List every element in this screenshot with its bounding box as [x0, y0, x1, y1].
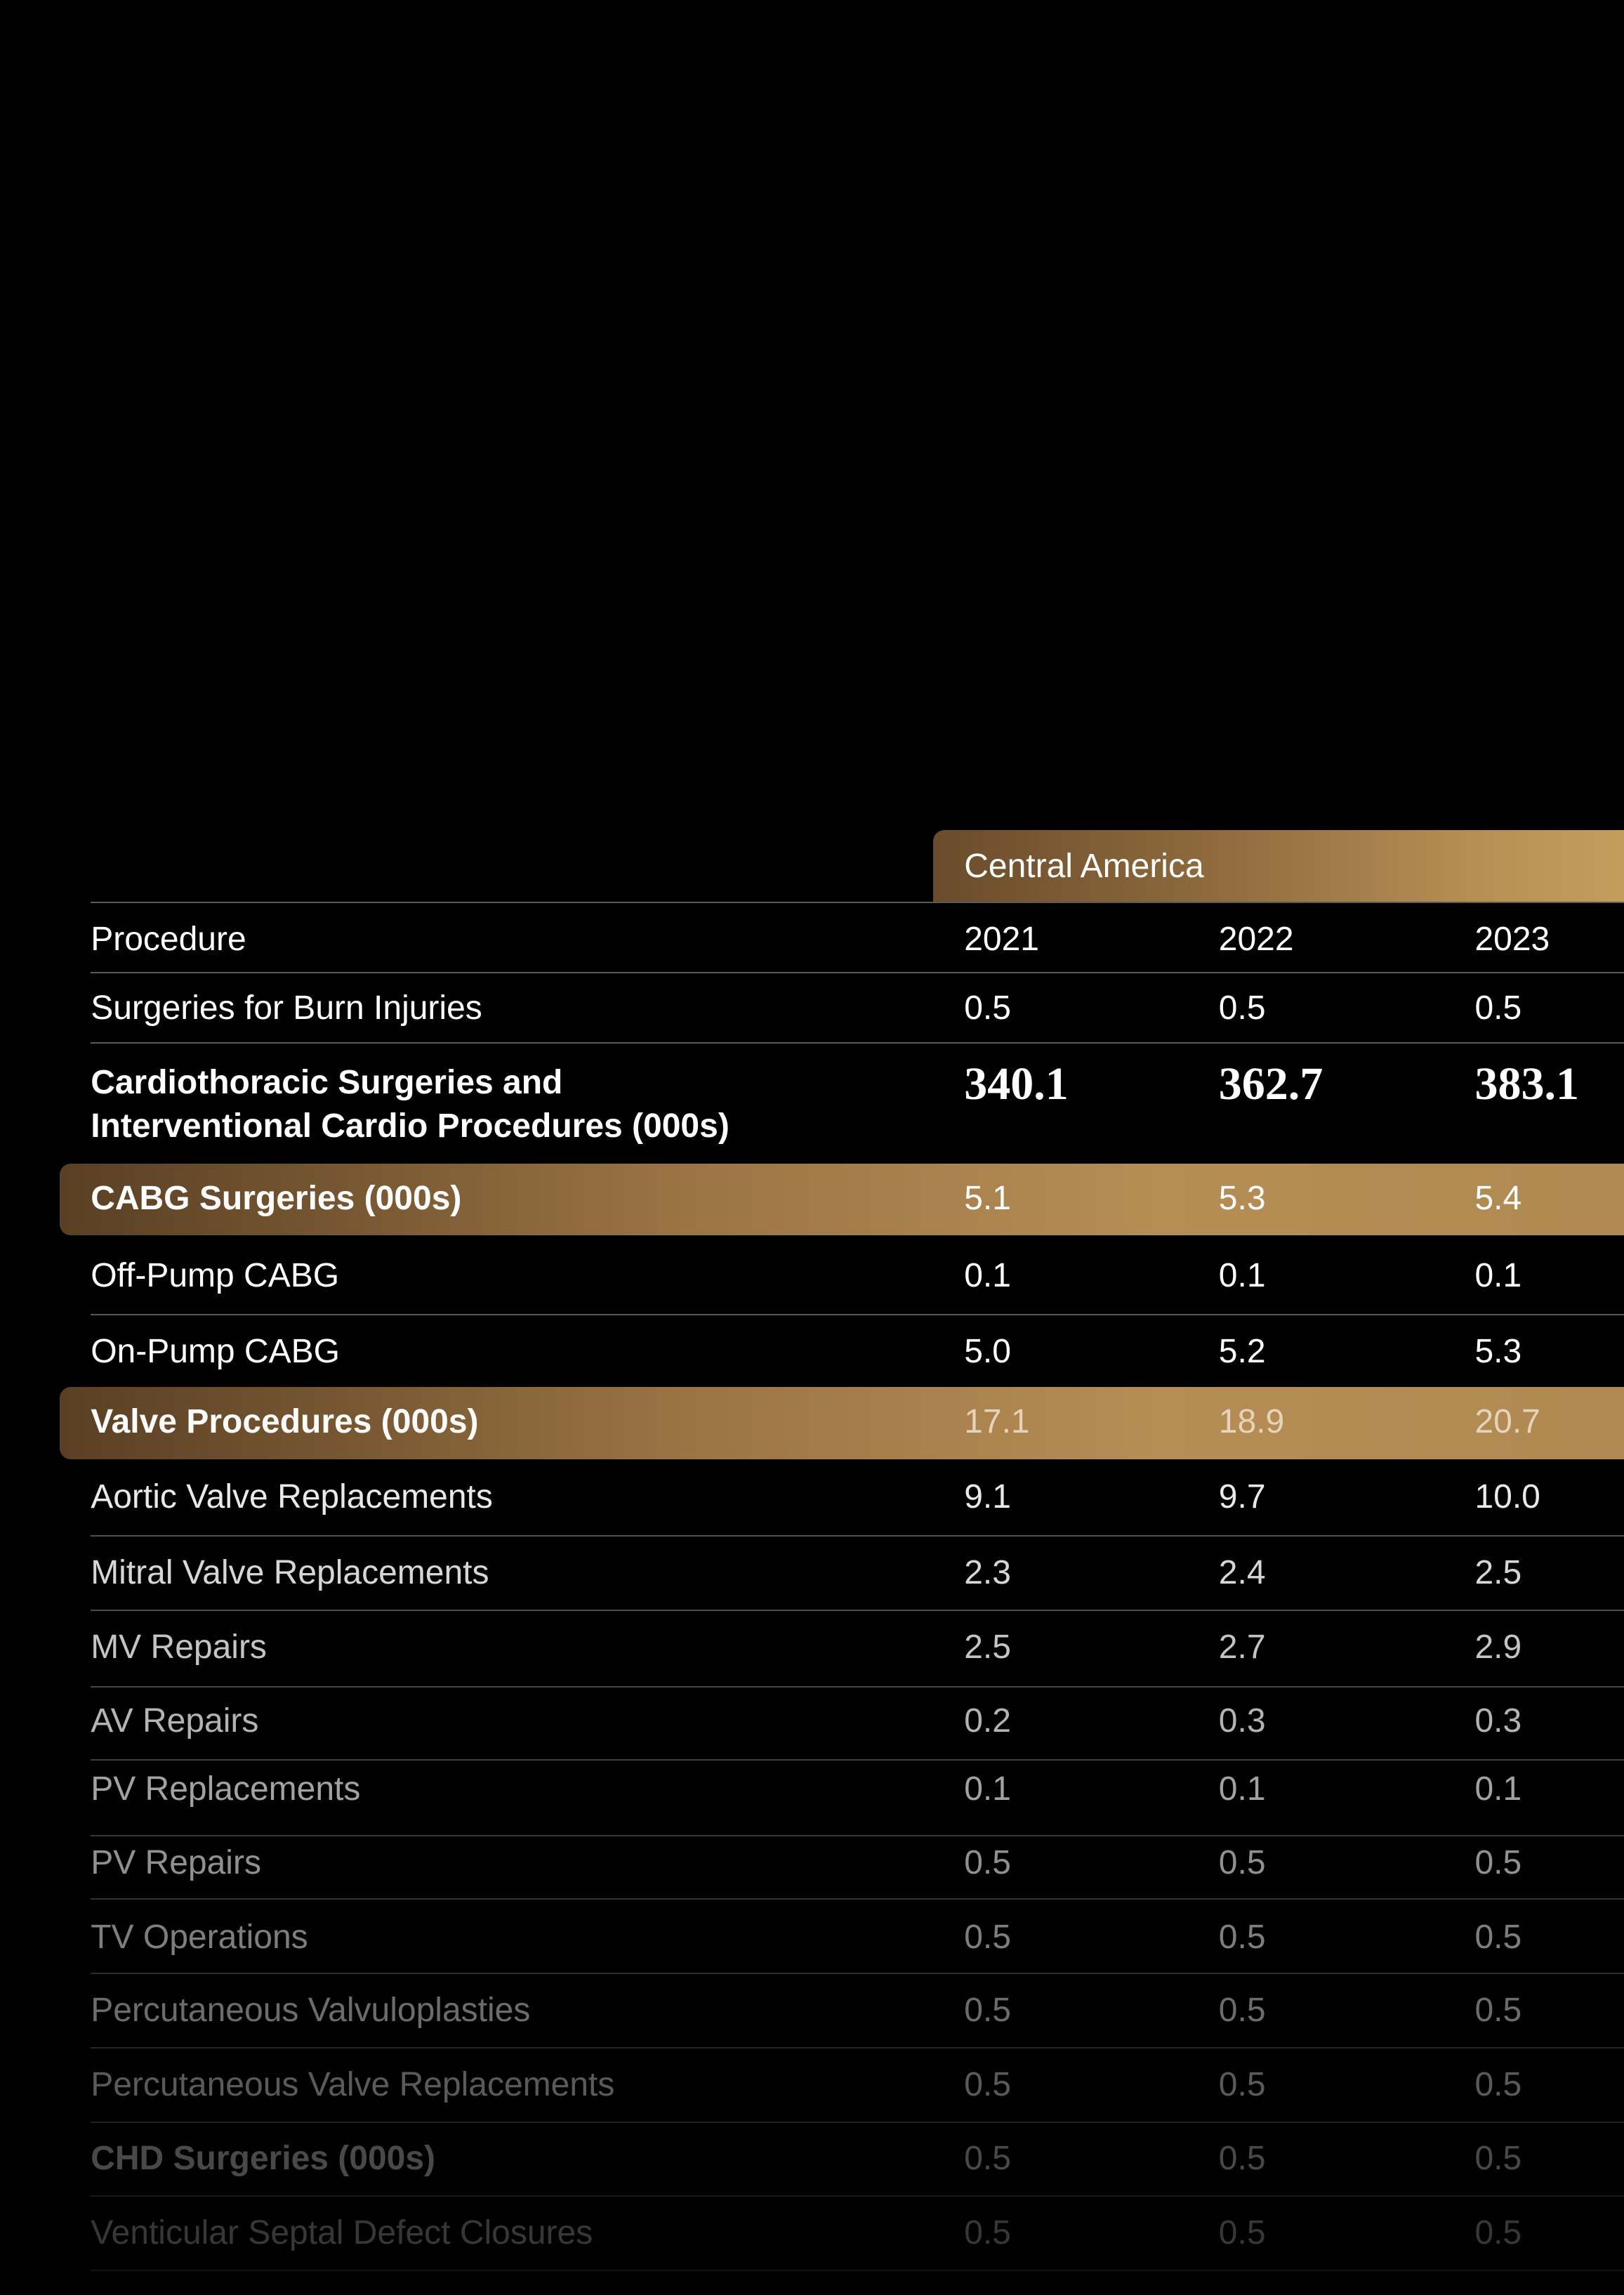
row-label: On-Pump CABG: [91, 1333, 340, 1371]
row-label: Valve Procedures (000s): [91, 1403, 479, 1441]
header-divider: [91, 901, 1624, 903]
header-divider: [91, 971, 1624, 973]
cell-value: 0.5: [964, 2066, 1011, 2104]
region-label: Central America: [964, 847, 1204, 885]
highlight-row: [60, 1163, 1624, 1235]
row-label: Venticular Septal Defect Closures: [91, 2214, 593, 2251]
cell-value: 0.1: [1218, 1257, 1266, 1295]
cell-value: 9.1: [964, 1478, 1011, 1515]
cell-value: 362.7: [1218, 1058, 1323, 1110]
cell-value: 0.5: [1218, 2139, 1266, 2177]
cell-value: 18.9: [1218, 1403, 1285, 1441]
cell-value: 0.1: [1474, 1257, 1522, 1295]
row-divider: [91, 1610, 1624, 1612]
column-header: Procedure: [91, 920, 246, 958]
cell-value: 10.0: [1474, 1478, 1540, 1515]
row-divider: [91, 1758, 1624, 1761]
cell-value: 2.4: [1218, 1554, 1266, 1592]
cell-value: 0.5: [964, 1918, 1011, 1956]
row-divider: [91, 1972, 1624, 1974]
row-label: CABG Surgeries (000s): [91, 1179, 462, 1217]
cell-value: 0.5: [1218, 1918, 1266, 1956]
cell-value: 0.5: [1218, 989, 1266, 1027]
cell-value: 0.5: [1474, 1992, 1522, 2030]
row-label: Mitral Valve Replacements: [91, 1554, 489, 1592]
row-label: Off-Pump CABG: [91, 1257, 340, 1295]
cell-value: 5.1: [964, 1179, 1011, 1217]
cell-value: 17.1: [964, 1403, 1030, 1441]
cell-value: 0.5: [964, 2214, 1011, 2251]
cell-value: 0.5: [1474, 2066, 1522, 2104]
cell-value: 0.2: [964, 1702, 1011, 1740]
cell-value: 5.2: [1218, 1333, 1266, 1371]
cell-value: 2.3: [964, 1554, 1011, 1592]
cell-value: 0.5: [964, 1843, 1011, 1881]
row-label: AV Repairs: [91, 1702, 259, 1740]
cell-value: 0.5: [1218, 2214, 1266, 2251]
cell-value: 0.3: [1474, 1702, 1522, 1740]
row-divider: [91, 2195, 1624, 2197]
row-divider: [91, 2122, 1624, 2124]
cell-value: 0.1: [964, 1770, 1011, 1808]
row-divider: [91, 1835, 1624, 1837]
cell-value: 0.5: [1218, 1843, 1266, 1881]
column-header: 2022: [1218, 920, 1294, 958]
row-label: Aortic Valve Replacements: [91, 1478, 493, 1515]
cell-value: 5.4: [1474, 1179, 1522, 1217]
cell-value: 0.5: [1474, 1843, 1522, 1881]
row-label: PV Repairs: [91, 1843, 261, 1881]
cell-value: 0.3: [1218, 1702, 1266, 1740]
row-label: CHD Surgeries (000s): [91, 2139, 436, 2177]
highlight-row: [60, 1387, 1624, 1459]
row-divider: [91, 1898, 1624, 1900]
cell-value: 0.5: [1474, 989, 1522, 1027]
cell-value: 0.5: [1218, 1992, 1266, 2030]
row-divider: [91, 1041, 1624, 1044]
cell-value: 0.5: [964, 1992, 1011, 2030]
cell-value: 0.5: [964, 2139, 1011, 2177]
row-divider: [91, 2047, 1624, 2049]
row-label: MV Repairs: [91, 1629, 267, 1666]
cell-value: 383.1: [1474, 1058, 1579, 1110]
row-label: Percutaneous Valve Replacements: [91, 2066, 615, 2104]
cell-value: 5.3: [1474, 1333, 1522, 1371]
column-header: 2021: [964, 920, 1039, 958]
cell-value: 0.5: [1218, 2066, 1266, 2104]
cell-value: 2.9: [1474, 1629, 1522, 1666]
cell-value: 0.1: [1474, 1770, 1522, 1808]
row-label: PV Replacements: [91, 1770, 361, 1808]
cell-value: 0.1: [1218, 1770, 1266, 1808]
row-label: Surgeries for Burn Injuries: [91, 989, 482, 1027]
cell-value: 2.5: [964, 1629, 1011, 1666]
row-divider: [91, 1685, 1624, 1688]
cell-value: 0.5: [1474, 1918, 1522, 1956]
row-divider: [91, 2269, 1624, 2271]
cell-value: 20.7: [1474, 1403, 1540, 1441]
row-label: Percutaneous Valvuloplasties: [91, 1992, 531, 2030]
cell-value: 0.5: [1474, 2139, 1522, 2177]
row-divider: [91, 1314, 1624, 1316]
row-label: TV Operations: [91, 1918, 308, 1956]
cell-value: 340.1: [964, 1058, 1069, 1110]
row-label: Cardiothoracic Surgeries and Interventio…: [91, 1064, 730, 1145]
cell-value: 0.5: [1474, 2214, 1522, 2251]
cell-value: 5.0: [964, 1333, 1011, 1371]
cell-value: 0.5: [964, 989, 1011, 1027]
cell-value: 9.7: [1218, 1478, 1266, 1515]
row-divider: [91, 1534, 1624, 1537]
region-header: [933, 829, 1624, 903]
cell-value: 2.7: [1218, 1629, 1266, 1666]
column-header: 2023: [1474, 920, 1550, 958]
cell-value: 0.1: [964, 1257, 1011, 1295]
cell-value: 5.3: [1218, 1179, 1266, 1217]
cell-value: 2.5: [1474, 1554, 1522, 1592]
